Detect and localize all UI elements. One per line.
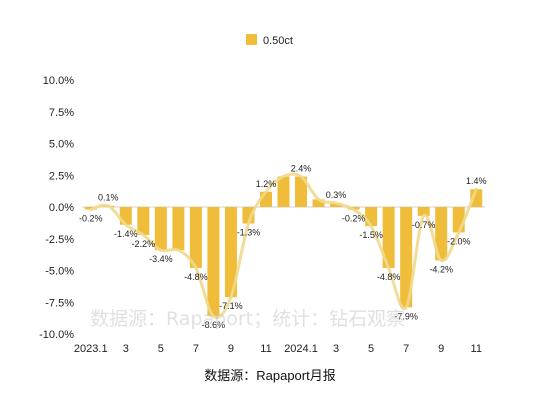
y-tick-label: -7.5%	[45, 297, 74, 309]
source-note: 数据源：Rapaport月报	[204, 368, 335, 383]
x-tick-label: 11	[260, 343, 271, 355]
trend-line	[89, 172, 478, 319]
y-tick-label: 5.0%	[49, 139, 74, 151]
data-label: -4.2%	[429, 264, 453, 274]
data-label: -4.8%	[377, 272, 401, 282]
x-axis: 2023.1 3 5 7 9 11 2024.1 3 5 7 9 11	[74, 343, 482, 355]
x-tick-label: 7	[403, 343, 409, 355]
x-tick-label: 7	[193, 343, 199, 355]
y-tick-label: 2.5%	[49, 170, 74, 182]
bar	[400, 207, 413, 308]
bar	[207, 207, 220, 317]
data-label: -0.2%	[342, 214, 366, 224]
bar	[277, 176, 290, 207]
data-label: 0.3%	[326, 190, 347, 200]
x-tick-label: 9	[228, 343, 234, 355]
bar	[154, 207, 167, 251]
bar	[417, 207, 430, 216]
bar	[312, 199, 325, 207]
data-label: -0.7%	[412, 220, 436, 230]
legend: 0.50ct	[246, 34, 293, 47]
x-tick-label: 9	[438, 343, 444, 355]
y-tick-label: 10.0%	[43, 75, 74, 87]
y-tick-label: -10.0%	[39, 329, 74, 341]
data-label: -2.0%	[447, 236, 471, 246]
data-label: -3.4%	[149, 254, 173, 264]
legend-label-0.50ct: 0.50ct	[263, 35, 293, 47]
y-tick-label: -2.5%	[45, 234, 74, 246]
data-label: -2.2%	[132, 239, 156, 249]
y-tick-label: 0.0%	[49, 202, 74, 214]
bar	[137, 207, 150, 235]
legend-swatch	[246, 34, 257, 45]
y-tick-label: -5.0%	[45, 266, 74, 278]
bars	[84, 176, 483, 317]
watermark: 数据源：Rapaport；统计：钻石观察	[90, 308, 405, 330]
data-label: 0.1%	[98, 193, 119, 203]
x-tick-label: 3	[333, 343, 339, 355]
data-label: -4.8%	[184, 272, 208, 282]
x-tick-label: 5	[368, 343, 374, 355]
bar	[295, 176, 308, 207]
data-label: 1.4%	[466, 176, 487, 186]
data-label: -0.2%	[79, 214, 103, 224]
data-label: -7.9%	[394, 311, 418, 321]
bar	[365, 207, 378, 227]
bar	[382, 207, 395, 268]
x-tick-label: 11	[471, 343, 482, 355]
x-tick-label: 2024.1	[284, 343, 318, 355]
data-label: 2.4%	[291, 164, 312, 174]
data-label: 1.2%	[256, 179, 277, 189]
y-axis: 10.0% 7.5% 5.0% 2.5% 0.0% -2.5% -5.0% -7.5% -10.…	[39, 75, 74, 341]
bar	[172, 207, 185, 251]
data-labels: -0.2% 0.1% -1.4%-2.2% -3.4% -4.8% -8.6% -7.1% -…	[79, 164, 486, 331]
bar	[330, 203, 343, 207]
data-label: -1.5%	[359, 230, 383, 240]
x-tick-label: 3	[123, 343, 129, 355]
data-label: -1.3%	[237, 228, 261, 238]
bar	[224, 207, 237, 298]
bar	[435, 207, 448, 261]
data-label: -8.6%	[202, 320, 226, 330]
data-label: -1.4%	[114, 229, 138, 239]
bar	[189, 207, 202, 268]
x-tick-label: 5	[158, 343, 164, 355]
data-label: -7.1%	[219, 301, 243, 311]
x-tick-label: 2023.1	[74, 343, 108, 355]
y-tick-label: 7.5%	[49, 107, 74, 119]
